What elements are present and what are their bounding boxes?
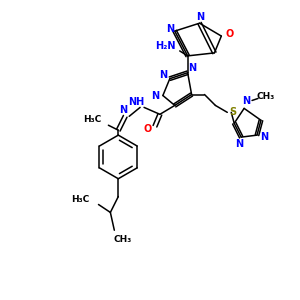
Text: N: N: [119, 105, 127, 116]
Text: N: N: [196, 12, 205, 22]
Text: CH₃: CH₃: [257, 92, 275, 101]
Text: CH₃: CH₃: [113, 235, 131, 244]
Text: O: O: [144, 124, 152, 134]
Text: N: N: [166, 24, 174, 34]
Text: N: N: [260, 132, 268, 142]
Text: N: N: [159, 70, 167, 80]
Text: H₂N: H₂N: [156, 41, 176, 51]
Text: H₃C: H₃C: [83, 115, 102, 124]
Text: O: O: [225, 29, 233, 39]
Text: N: N: [188, 63, 197, 73]
Text: NH: NH: [128, 98, 144, 107]
Text: N: N: [235, 139, 243, 149]
Text: N: N: [242, 97, 250, 106]
Text: N: N: [151, 91, 159, 100]
Text: S: S: [230, 107, 237, 117]
Text: H₃C: H₃C: [71, 195, 90, 204]
